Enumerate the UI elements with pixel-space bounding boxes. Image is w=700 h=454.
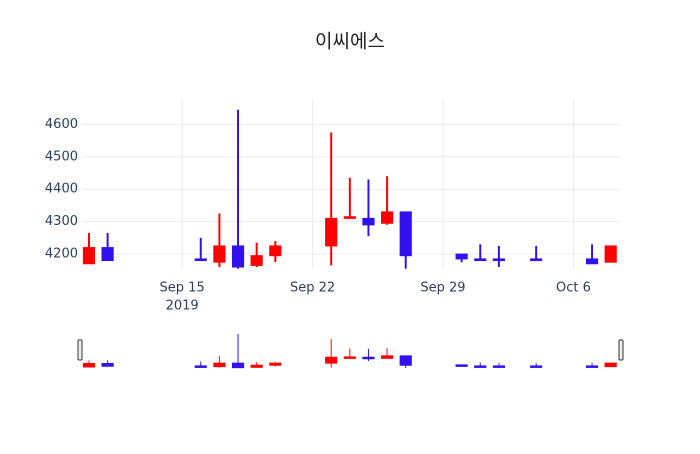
x-tick-label: Sep 29	[420, 281, 465, 296]
slider-candle-body	[362, 356, 375, 360]
slider-candle-body	[325, 356, 338, 364]
slider-candle-body	[213, 362, 226, 368]
candle-body	[492, 258, 505, 262]
slider-handle[interactable]	[77, 339, 83, 361]
slider-candle-body	[82, 362, 96, 368]
candle-body	[231, 245, 245, 268]
slider-candle-body	[530, 365, 543, 368]
candle-body	[194, 258, 207, 262]
slider-candle-body	[381, 355, 394, 359]
range-slider	[82, 332, 620, 370]
slider-candle-body	[399, 355, 412, 366]
candle-body	[82, 247, 96, 265]
y-tick-label: 4200	[45, 247, 78, 262]
slider-handle[interactable]	[618, 339, 624, 361]
candle-body	[399, 211, 412, 257]
slider-candle-body	[269, 362, 282, 366]
candle-body	[101, 247, 114, 262]
candle-body	[455, 253, 468, 260]
chart-title: 이씨에스	[315, 31, 385, 53]
candle-body	[530, 258, 543, 262]
slider-candle-body	[231, 362, 245, 369]
candle-body	[213, 245, 226, 263]
slider-candle-body	[604, 362, 617, 368]
candle-body	[343, 216, 356, 219]
slider-candle-body	[585, 365, 599, 368]
candle-body	[269, 245, 282, 257]
candle-body	[474, 258, 487, 262]
x-tick-year: 2019	[166, 299, 199, 314]
y-tick-label: 4300	[45, 214, 78, 229]
y-tick-label: 4400	[45, 182, 78, 197]
slider-candle-body	[343, 356, 356, 359]
candle-body	[362, 217, 375, 226]
x-tick-label: Sep 22	[290, 281, 335, 296]
y-tick-label: 4600	[45, 117, 78, 132]
y-tick-label: 4500	[45, 149, 78, 164]
candle-body	[325, 217, 338, 247]
slider-candle-body	[194, 365, 207, 368]
candle-body	[604, 245, 617, 263]
x-tick-label: Oct 6	[556, 281, 591, 296]
candle-body	[381, 211, 394, 224]
candle-body	[250, 255, 263, 266]
slider-candle-body	[250, 364, 263, 368]
slider-candle-body	[492, 365, 505, 368]
slider-candle-body	[474, 365, 487, 368]
x-tick-label: Sep 15	[160, 281, 205, 296]
candle-body	[585, 258, 599, 265]
slider-candle-body	[101, 362, 114, 367]
slider-candle-body	[455, 364, 468, 367]
